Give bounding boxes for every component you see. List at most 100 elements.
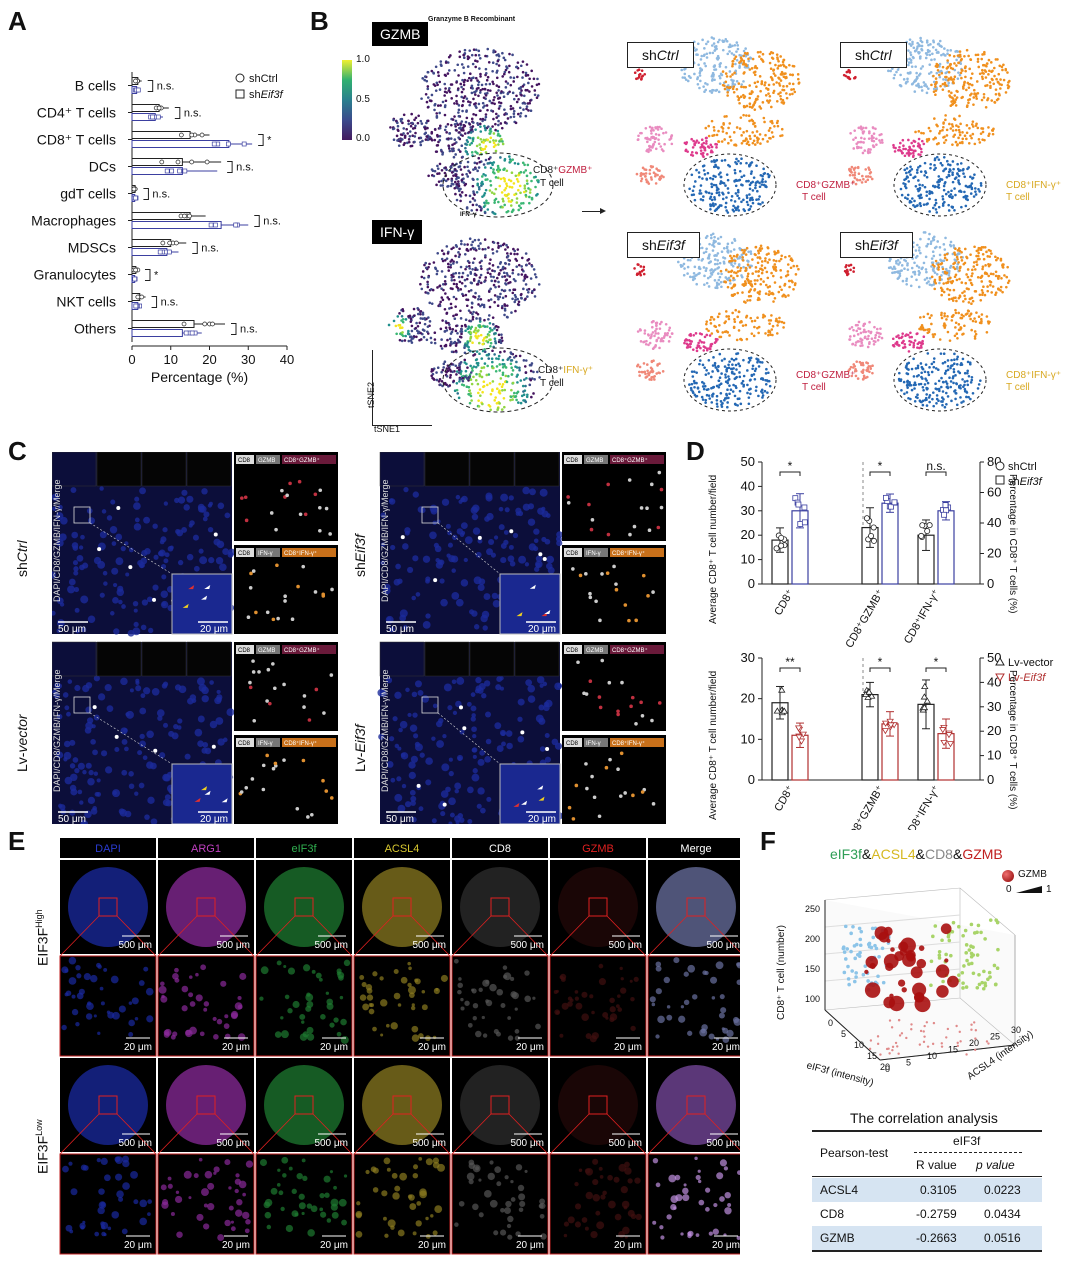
cluster-point [712, 239, 716, 243]
tsne-point [493, 300, 496, 304]
tsne-point [458, 50, 461, 53]
cluster-point [636, 69, 640, 72]
cluster-point [701, 177, 704, 180]
cluster-point [736, 291, 740, 295]
tsne-point [501, 267, 505, 270]
tsne-point [448, 87, 451, 90]
cluster-point [756, 97, 759, 101]
tsne-point [480, 267, 483, 271]
cluster-point [711, 44, 714, 47]
tsne2-label: tSNE2 [366, 381, 377, 409]
tsne-point [519, 111, 523, 115]
cluster-point [936, 68, 940, 72]
tsne-point [426, 325, 430, 328]
cluster-point [993, 74, 996, 78]
tsne-point [511, 271, 515, 275]
tsne-point [449, 184, 453, 188]
cluster-point [931, 184, 935, 188]
cluster-point [723, 256, 727, 260]
cluster-point [764, 283, 768, 287]
tsne-point [474, 53, 478, 57]
cluster-point [711, 249, 715, 252]
tsne-point [409, 335, 413, 339]
cluster-point [769, 319, 773, 322]
cluster-point [737, 329, 741, 332]
cluster-point [748, 92, 752, 96]
tsne-point [483, 238, 487, 241]
tsne-point [401, 318, 405, 321]
cluster-point [788, 254, 791, 258]
cluster-point [766, 88, 770, 91]
cluster-point [697, 272, 700, 276]
tsne-point [525, 107, 528, 111]
tsne-point [524, 71, 528, 75]
tsne-point [425, 135, 429, 138]
cluster-point [749, 280, 753, 283]
cluster-point [947, 293, 951, 297]
cluster-point [954, 176, 958, 179]
cluster-point [693, 198, 697, 202]
tsne-point [524, 193, 528, 197]
cluster-point [920, 131, 923, 135]
cluster-point [776, 67, 780, 70]
tsne-point [507, 258, 510, 262]
cluster-point [927, 237, 931, 241]
cluster-point [676, 260, 680, 264]
cluster-point [658, 175, 662, 179]
tsne-point [494, 139, 498, 142]
tsne-point [419, 312, 422, 316]
cluster-point [957, 247, 961, 250]
tsne-point [478, 56, 482, 60]
tsne-point [472, 354, 475, 357]
tsne-point [512, 115, 516, 118]
cluster-point [709, 195, 713, 199]
cluster-point [908, 38, 912, 41]
cluster-point [915, 71, 918, 75]
tsne-point [499, 156, 502, 159]
cluster-point [953, 251, 956, 254]
cluster-point [704, 401, 707, 404]
tsne-point [476, 361, 480, 365]
tsne-point [454, 168, 457, 171]
cluster-point [780, 320, 784, 324]
tsne-point [498, 382, 501, 386]
cluster-point [749, 137, 752, 140]
tsne-point [416, 324, 420, 328]
cluster-point [693, 385, 696, 389]
tsne-point [457, 251, 460, 254]
tsne-point [426, 291, 429, 295]
cluster-point [953, 334, 957, 338]
tsne-point [502, 95, 506, 99]
x-tick-label: 40 [280, 352, 294, 367]
tsne-point [400, 326, 404, 329]
cluster-point [714, 203, 717, 206]
cluster-point [667, 328, 671, 332]
cluster-point [759, 50, 762, 54]
tsne-point [429, 336, 433, 340]
tsne-point [496, 295, 499, 298]
cluster-point [703, 62, 706, 65]
cluster-point [640, 69, 644, 72]
cluster-point [740, 248, 744, 252]
tsne-point [500, 137, 503, 141]
tsne-point [522, 390, 525, 393]
cluster-point [688, 345, 692, 349]
tsne-point [491, 389, 494, 393]
cluster-point [997, 288, 1001, 291]
cluster-point [731, 82, 735, 85]
cluster-point [984, 76, 988, 79]
tsne-point [455, 198, 459, 202]
cluster-point [895, 70, 898, 74]
cluster-point [719, 182, 722, 185]
cluster-point [695, 381, 698, 385]
tsne-point [537, 82, 541, 86]
cluster-point [753, 108, 757, 111]
tsne-point [440, 296, 444, 299]
cluster-point [1002, 78, 1006, 82]
tsne-point [445, 131, 448, 134]
tsne-point [501, 142, 505, 146]
cluster-point [717, 278, 721, 282]
cluster-point [970, 187, 974, 191]
cluster-point [922, 203, 926, 206]
tsne-point [487, 314, 491, 317]
